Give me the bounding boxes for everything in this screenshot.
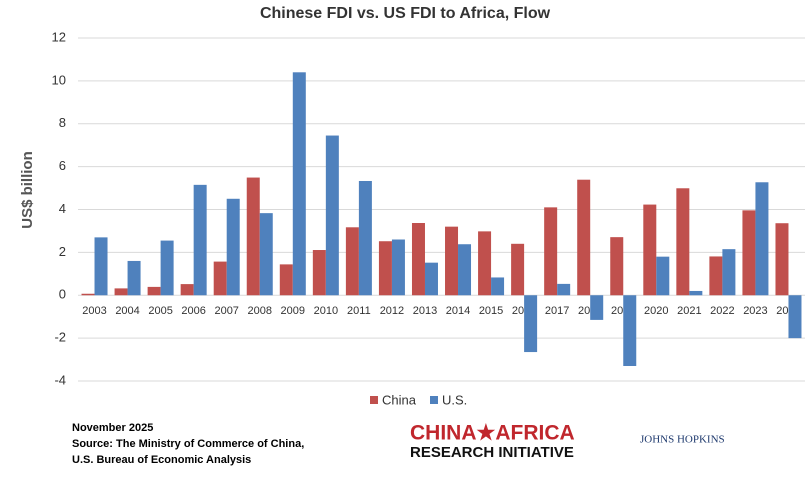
bar <box>94 237 108 296</box>
legend-swatch <box>370 396 378 404</box>
bar <box>544 207 558 296</box>
bar <box>114 288 128 296</box>
y-tick-label: -2 <box>54 330 66 345</box>
bar <box>458 244 472 296</box>
bar <box>292 72 306 296</box>
bar <box>193 184 207 296</box>
footer: Source: The Ministry of Commerce of Chin… <box>72 438 304 450</box>
bar <box>755 182 769 296</box>
bar <box>775 223 789 296</box>
footer: U.S. Bureau of Economic Analysis <box>72 454 251 466</box>
bar <box>676 188 690 296</box>
bar <box>279 264 293 296</box>
bar <box>643 204 657 296</box>
x-tick-label: 2006 <box>181 305 205 317</box>
x-tick-label: 2009 <box>281 305 305 317</box>
x-tick-label: 2011 <box>347 305 371 317</box>
bar <box>656 256 670 296</box>
bar <box>180 284 194 296</box>
x-tick-label: 2010 <box>314 305 338 317</box>
x-tick-label: 2003 <box>82 305 106 317</box>
bar <box>709 256 723 296</box>
bar <box>478 231 492 296</box>
bar <box>610 237 624 296</box>
x-tick-label: 2007 <box>214 305 238 317</box>
x-tick-label: 2015 <box>479 305 503 317</box>
bar <box>722 249 736 296</box>
y-axis-label: US$ billion <box>19 151 36 229</box>
legend-swatch <box>430 396 438 404</box>
x-tick-label: 2014 <box>446 305 470 317</box>
bar <box>623 295 637 366</box>
bar <box>81 293 95 296</box>
bar <box>577 179 591 296</box>
logo: JOHNS HOPKINS <box>640 434 725 446</box>
chart-title: Chinese FDI vs. US FDI to Africa, Flow <box>260 5 551 22</box>
x-tick-label: 2004 <box>115 305 139 317</box>
bar <box>345 227 359 296</box>
legend-label: China <box>382 392 417 407</box>
y-tick-label: 2 <box>59 244 66 259</box>
bar <box>524 295 538 353</box>
x-tick-label: 2005 <box>148 305 172 317</box>
bar <box>590 295 604 320</box>
x-tick-label: 2008 <box>248 305 272 317</box>
bar <box>246 177 260 296</box>
bar <box>160 240 174 296</box>
legend-label: U.S. <box>442 392 467 407</box>
bar <box>213 261 227 296</box>
bar <box>557 283 571 296</box>
bar <box>147 286 161 296</box>
bar <box>689 290 703 296</box>
bar <box>325 135 339 296</box>
bar <box>424 262 438 296</box>
bar <box>312 250 326 296</box>
bar <box>378 241 392 296</box>
x-tick-label: 2022 <box>710 305 734 317</box>
bar <box>411 223 425 296</box>
x-tick-label: 2013 <box>413 305 437 317</box>
footer: November 2025 <box>72 422 153 434</box>
y-tick-label: 8 <box>59 115 66 130</box>
bar <box>226 198 240 296</box>
x-tick-label: 2020 <box>644 305 668 317</box>
logo: CHINA★AFRICA <box>410 422 575 445</box>
y-tick-label: 6 <box>59 158 66 173</box>
bar <box>491 277 505 296</box>
x-tick-label: 2012 <box>380 305 404 317</box>
y-tick-label: 10 <box>52 72 66 87</box>
bar <box>511 243 525 296</box>
y-tick-label: 0 <box>59 287 66 302</box>
bar <box>127 260 141 296</box>
bar <box>358 180 372 296</box>
y-tick-label: 12 <box>52 29 66 44</box>
x-tick-label: 2021 <box>677 305 701 317</box>
x-tick-label: 2023 <box>743 305 767 317</box>
y-tick-label: 4 <box>59 201 66 216</box>
bar <box>788 295 802 339</box>
bar <box>445 226 459 296</box>
logo: RESEARCH INITIATIVE <box>410 444 574 461</box>
bar <box>391 239 405 296</box>
x-tick-label: 2017 <box>545 305 569 317</box>
y-tick-label: -4 <box>54 372 66 387</box>
bar <box>742 210 756 296</box>
bar <box>259 213 273 296</box>
